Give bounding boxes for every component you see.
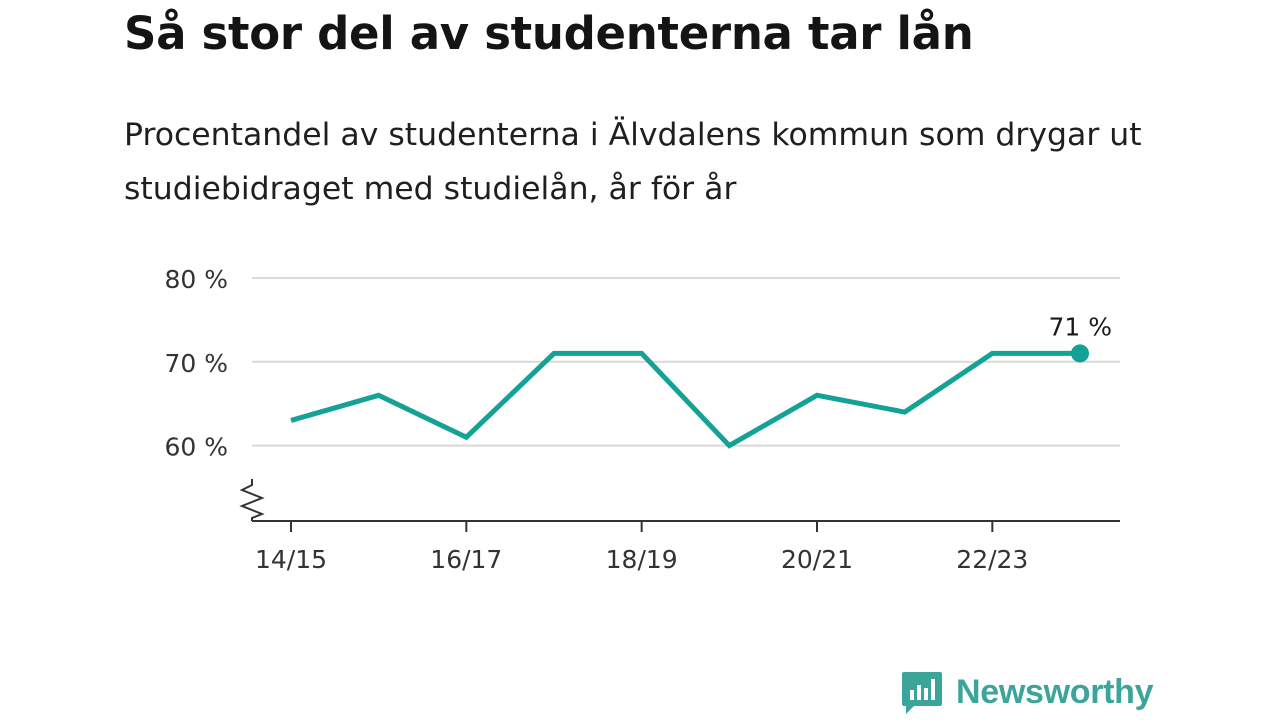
y-tick-label: 80 % bbox=[164, 265, 228, 294]
x-tick-label: 22/23 bbox=[956, 545, 1028, 574]
y-tick-label: 60 % bbox=[164, 433, 228, 462]
y-tick-label: 70 % bbox=[164, 349, 228, 378]
x-tick-label: 16/17 bbox=[430, 545, 502, 574]
chart-title: Så stor del av studenterna tar lån bbox=[124, 7, 974, 60]
x-tick-label: 14/15 bbox=[255, 545, 327, 574]
end-value-label: 71 % bbox=[1048, 312, 1112, 341]
brand-name: Newsworthy bbox=[956, 672, 1154, 711]
end-point-marker bbox=[1071, 344, 1089, 363]
y-axis-break-icon bbox=[239, 479, 265, 521]
x-tick-label: 18/19 bbox=[606, 545, 678, 574]
series-line bbox=[290, 350, 1080, 449]
x-tick-label: 20/21 bbox=[781, 545, 853, 574]
chart-subtitle: Procentandel av studenterna i Älvdalens … bbox=[124, 117, 1142, 207]
newsworthy-logo: Newsworthy bbox=[900, 668, 1154, 716]
chart-speech-bubble-icon bbox=[902, 672, 942, 714]
